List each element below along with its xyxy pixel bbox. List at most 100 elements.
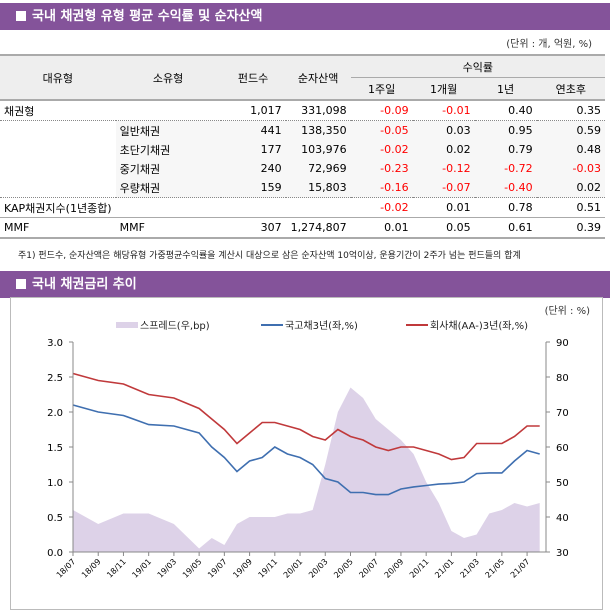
returns-table: 대유형 소유형 펀드수 순자산액 수익률 1주일 1개월 1년 연초후 채권형 1,017 331…: [0, 54, 605, 239]
cell-ytd: 0.35: [536, 100, 605, 121]
table-row: 우량채권 159 15,803 -0.16 -0.07 -0.40 0.02: [0, 178, 605, 198]
cell-ytd: 0.51: [576, 201, 602, 214]
x-tick-label: 21/05: [484, 557, 507, 580]
cell-r1y: 0.78: [508, 201, 533, 214]
cell-assets: 138,350: [285, 120, 351, 140]
y-tick-label: 1.0: [47, 478, 63, 489]
x-tick-label: 19/09: [231, 557, 254, 580]
section-title: 국내 채권금리 추이: [32, 277, 137, 292]
unit-label: (단위 : 개, 억원, %): [506, 39, 592, 50]
cell-major: 채권형: [0, 100, 116, 121]
cell-r1w: -0.02: [350, 140, 413, 159]
y-tick-label: 0.5: [47, 513, 63, 524]
y-tick-label: 1.5: [47, 443, 63, 454]
cell-ytd: 0.59: [536, 120, 605, 140]
cell-minor: 중기채권: [115, 159, 221, 178]
cell-r1y: -0.72: [474, 159, 537, 178]
x-tick-label: 19/05: [181, 557, 204, 580]
cell-r1y: 0.95: [474, 120, 537, 140]
rates-chart: (단위 : %) 스프레드(우,bp) 국고채3년(좌,%) 회사채(AA-)3년(좌…: [47, 304, 591, 580]
cell-minor: [115, 100, 221, 121]
cell-r1w: -0.09: [350, 100, 413, 121]
x-tick-label: 21/07: [509, 557, 532, 580]
cell-assets: 103,976: [285, 140, 351, 159]
x-tick-label: 19/11: [257, 557, 280, 580]
x-tick-label: 21/01: [433, 557, 456, 580]
cell-ytd: -0.03: [536, 159, 605, 178]
y2-tick-label: 60: [556, 443, 569, 454]
cell-r1w: -0.23: [350, 159, 413, 178]
cell-ytd: 0.48: [536, 140, 605, 159]
section-header-returns: 국내 채권형 유형 평균 수익률 및 순자산액: [0, 3, 610, 30]
header-minor: 소유형: [115, 55, 221, 100]
cell-r1y: 0.61: [508, 221, 533, 234]
y2-tick-label: 50: [556, 478, 569, 489]
table-row: 중기채권 240 72,969 -0.23 -0.12 -0.72 -0.03: [0, 159, 605, 178]
section-header-rates: 국내 채권금리 추이: [0, 271, 610, 298]
cell-major: [0, 159, 116, 178]
x-tick-label: 18/07: [55, 557, 78, 580]
y2-tick-label: 40: [556, 513, 569, 524]
x-tick-label: 20/11: [408, 557, 431, 580]
header-funds: 펀드수: [220, 55, 286, 100]
cell-r1m: 0.05: [446, 221, 471, 234]
cell-r1m: 0.02: [412, 140, 475, 159]
x-tick-label: 19/03: [156, 557, 179, 580]
cell-minor: MMF: [119, 221, 145, 234]
cell-assets: 72,969: [285, 159, 351, 178]
header-1y: 1년: [474, 77, 537, 100]
cell-r1m: -0.07: [412, 178, 475, 198]
legend-label: 국고채3년(좌,%): [285, 320, 358, 332]
cell-r1m: 0.01: [446, 201, 471, 214]
y-tick-label: 0.0: [47, 548, 63, 559]
cell-funds: 1,017: [220, 100, 286, 121]
cell-minor: 일반채권: [115, 120, 221, 140]
cell-funds: 240: [220, 159, 286, 178]
header-returns: 수익률: [350, 55, 605, 78]
x-tick-label: 19/01: [130, 557, 153, 580]
legend-label: 스프레드(우,bp): [140, 320, 210, 332]
cell-major: KAP채권지수(1년종합): [4, 201, 112, 215]
cell-funds: 307: [260, 221, 282, 234]
cell-minor: 초단기채권: [115, 140, 221, 159]
cell-r1y: -0.40: [474, 178, 537, 198]
header-1m: 1개월: [412, 77, 475, 100]
unit-label: (단위 : %): [545, 304, 591, 317]
table-row: 일반채권 441 138,350 -0.05 0.03 0.95 0.59: [0, 120, 605, 141]
x-tick-label: 21/03: [458, 557, 481, 580]
cell-r1m: 0.03: [412, 120, 475, 140]
header-major: 대유형: [0, 55, 116, 100]
y-tick-label: 2.5: [47, 373, 63, 384]
cell-r1m: -0.12: [412, 159, 475, 178]
cell-ytd: 0.39: [576, 221, 602, 234]
cell-r1w: -0.16: [350, 178, 413, 198]
x-tick-label: 20/03: [307, 557, 330, 580]
cell-funds: 159: [220, 178, 286, 198]
cell-major: [0, 178, 116, 198]
cell-r1y: 0.79: [474, 140, 537, 159]
x-tick-label: 18/09: [80, 557, 103, 580]
square-icon: [16, 279, 26, 289]
cell-major: MMF: [4, 221, 30, 234]
cell-assets: 331,098: [285, 100, 351, 121]
section-title: 국내 채권형 유형 평균 수익률 및 순자산액: [32, 9, 263, 24]
cell-major: [0, 121, 116, 141]
y2-tick-label: 30: [556, 548, 569, 559]
y2-tick-label: 90: [556, 338, 569, 349]
cell-funds: 177: [220, 140, 286, 159]
gov3y-line: [72, 404, 540, 496]
y-tick-label: 2.0: [47, 408, 63, 419]
cell-assets: [286, 198, 351, 218]
cell-r1y: 0.40: [474, 100, 537, 121]
square-icon: [16, 11, 26, 21]
y2-tick-label: 80: [556, 373, 569, 384]
table-row: 채권형 1,017 331,098 -0.09 -0.01 0.40 0.35: [0, 100, 605, 121]
cell-assets: 15,803: [285, 178, 351, 198]
cell-r1w: -0.05: [350, 120, 413, 140]
x-tick-label: 20/09: [383, 557, 406, 580]
x-tick-label: 20/05: [332, 557, 355, 580]
cell-r1w: -0.02: [380, 201, 409, 214]
header-assets: 순자산액: [285, 55, 351, 100]
spread-area: [73, 387, 540, 552]
x-tick-label: 18/11: [105, 557, 128, 580]
